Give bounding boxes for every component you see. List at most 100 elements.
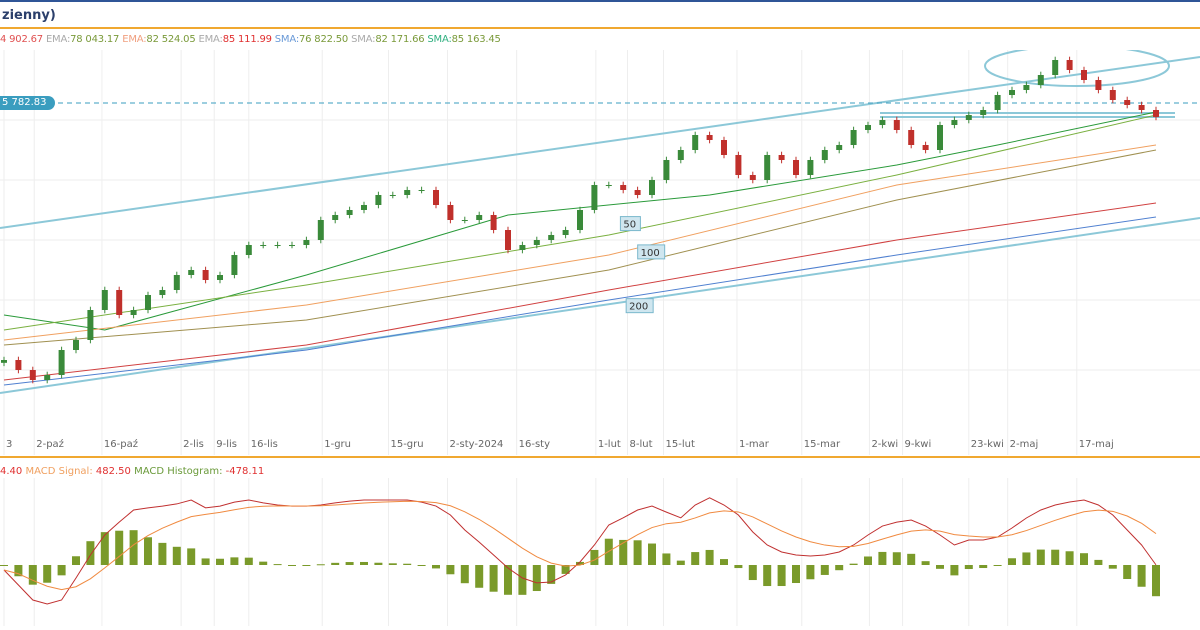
- macd-histogram-bar: [1008, 558, 1016, 565]
- macd-histogram-value: -478.11: [225, 466, 265, 477]
- macd-histogram-bar: [547, 565, 556, 584]
- legend-label: EMA:: [198, 34, 223, 45]
- candle: [1023, 85, 1030, 90]
- trend-channel-lower: [0, 217, 1200, 394]
- candle: [937, 125, 943, 150]
- candle: [908, 130, 915, 145]
- candle: [634, 190, 641, 195]
- macd-histogram-bar: [331, 562, 340, 565]
- macd-histogram-bar: [720, 559, 728, 565]
- macd-chart[interactable]: [0, 478, 1200, 626]
- macd-legend: 4.40 MACD Signal: 482.50 MACD Histogram:…: [0, 466, 264, 477]
- highlight-ellipse: [984, 50, 1170, 87]
- macd-histogram-bar: [576, 561, 584, 565]
- macd-histogram-bar: [532, 565, 541, 592]
- candle: [260, 245, 267, 246]
- candle: [447, 205, 454, 220]
- candle: [130, 310, 137, 315]
- candle: [980, 110, 987, 115]
- ma-label-box: [625, 298, 654, 314]
- macd-histogram-bar: [172, 546, 181, 565]
- legend-label: EMA:: [122, 34, 147, 45]
- candle: [1153, 110, 1159, 117]
- candle: [173, 275, 180, 290]
- macd-histogram-bar: [57, 565, 66, 576]
- x-tick-label: 3: [6, 439, 13, 450]
- candle: [994, 95, 1001, 110]
- macd-signal-value: 482.50: [95, 466, 131, 477]
- x-tick-label: 9-lis: [216, 439, 237, 450]
- candle: [778, 155, 785, 160]
- macd-histogram-bar: [734, 565, 743, 569]
- candle: [404, 190, 411, 195]
- macd-histogram-bar: [1108, 565, 1117, 569]
- macd-histogram-bar: [388, 563, 397, 565]
- candle: [706, 135, 713, 140]
- macd-histogram-bar: [230, 557, 239, 565]
- candle: [1052, 60, 1059, 75]
- candle: [1081, 70, 1087, 80]
- macd-histogram-bar: [504, 565, 512, 595]
- macd-histogram-bar: [417, 565, 426, 566]
- macd-histogram-bar: [158, 542, 167, 565]
- macd-histogram-bar: [28, 565, 37, 585]
- candle: [533, 240, 540, 245]
- candle: [1138, 105, 1145, 110]
- macd-histogram-bar: [662, 553, 671, 565]
- macd-histogram-bar: [460, 565, 469, 584]
- macd-histogram-bar: [633, 540, 642, 565]
- candle: [577, 210, 583, 230]
- candle: [922, 145, 929, 150]
- candle: [418, 190, 425, 191]
- candle: [217, 275, 223, 280]
- candle: [58, 350, 65, 375]
- legend-label: EMA:: [45, 34, 71, 45]
- moving-average-line: [3, 144, 1157, 341]
- x-tick-label: 16-sty: [518, 439, 551, 450]
- candle: [461, 220, 468, 221]
- candle: [289, 245, 295, 246]
- macd-histogram-bar: [72, 556, 80, 565]
- macd-histogram-bar: [244, 557, 253, 565]
- candle: [1095, 80, 1102, 90]
- ma-label: 200: [629, 302, 648, 313]
- candle: [15, 360, 22, 370]
- candle: [951, 120, 958, 125]
- legend-value: 82 524.05: [146, 34, 196, 45]
- macd-histogram-bar: [1022, 552, 1031, 565]
- macd-histogram-bar: [259, 561, 268, 565]
- macd-histogram-bar: [590, 549, 599, 565]
- candle: [519, 245, 526, 250]
- candle: [1037, 75, 1044, 85]
- candle: [879, 120, 886, 125]
- macd-histogram-bar: [489, 565, 498, 592]
- x-tick-label: 17-maj: [1078, 439, 1114, 450]
- price-chart[interactable]: 50 100 200: [0, 50, 1200, 455]
- candle: [1066, 60, 1073, 70]
- x-tick-label: 2-sty-2024: [449, 439, 504, 450]
- legend-value: 78 043.17: [70, 34, 120, 45]
- candle: [677, 150, 684, 160]
- macd-value: 4.40: [0, 466, 23, 477]
- candle: [735, 155, 742, 175]
- macd-histogram-bar: [374, 562, 383, 565]
- x-tick-label: 15-lut: [665, 439, 695, 450]
- candle: [548, 235, 555, 240]
- macd-histogram-bar: [115, 530, 124, 565]
- candle: [274, 245, 281, 246]
- macd-histogram-bar: [849, 563, 858, 565]
- macd-histogram-bar: [993, 565, 1002, 566]
- macd-histogram-bar: [144, 537, 152, 565]
- macd-histogram-bar: [864, 556, 872, 565]
- x-tick-label: 2-kwi: [871, 439, 899, 450]
- candle: [620, 185, 627, 190]
- macd-histogram-bar: [1094, 559, 1103, 565]
- candle: [145, 295, 151, 310]
- candle: [29, 370, 36, 380]
- candle: [1, 360, 7, 363]
- macd-histogram-bar: [1065, 551, 1074, 565]
- candle: [332, 215, 339, 220]
- macd-histogram-bar: [316, 564, 325, 566]
- candle: [303, 240, 310, 245]
- macd-histogram-bar: [1036, 549, 1045, 565]
